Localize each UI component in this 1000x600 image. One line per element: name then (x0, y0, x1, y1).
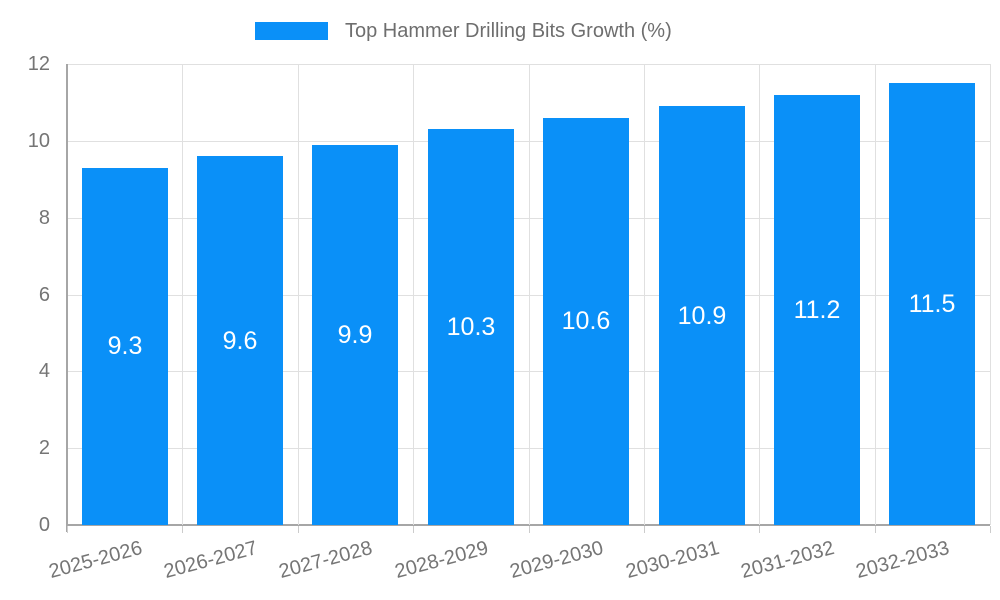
bar-value-label: 10.6 (561, 307, 611, 335)
bar-value-label: 9.3 (107, 332, 143, 360)
gridline-vertical (529, 64, 530, 525)
gridline-vertical (875, 64, 876, 525)
legend: Top Hammer Drilling Bits Growth (%) (255, 20, 672, 42)
bar (774, 95, 860, 525)
gridline-vertical (990, 64, 991, 525)
gridline-vertical (759, 64, 760, 525)
bar-value-label: 11.5 (908, 290, 956, 318)
y-tick-label: 12 (27, 53, 50, 75)
axis-tick (644, 526, 645, 533)
bar (659, 106, 745, 525)
y-tick-label: 4 (38, 360, 50, 383)
bar (543, 118, 629, 525)
x-axis-baseline (67, 524, 990, 526)
gridline-vertical (298, 64, 299, 525)
legend-swatch (255, 22, 328, 40)
axis-tick (759, 526, 760, 533)
gridline-horizontal (67, 217, 990, 219)
bar-value-label: 11.2 (793, 296, 841, 324)
gridline-vertical (413, 64, 414, 525)
plot-area: 9.3 9.6 9.9 10.3 10.6 10.9 11.2 11.5 (67, 64, 991, 526)
y-tick-label: 2 (38, 437, 50, 460)
axis-tick (990, 526, 991, 533)
legend-label: Top Hammer Drilling Bits Growth (%) (345, 19, 672, 42)
bar (82, 168, 168, 525)
gridline-horizontal (67, 294, 990, 296)
axis-tick (413, 526, 414, 533)
y-axis-line (66, 64, 68, 532)
bar (889, 83, 975, 525)
bar (312, 145, 398, 525)
gridline-vertical (644, 64, 645, 525)
bar (428, 129, 514, 525)
gridline-horizontal (67, 64, 990, 65)
axis-tick (875, 526, 876, 533)
axis-tick (298, 526, 299, 533)
y-tick-label: 6 (38, 283, 50, 306)
y-tick-label: 8 (38, 206, 50, 229)
bar-value-label: 9.6 (222, 327, 258, 355)
bar-value-label: 10.9 (677, 302, 727, 330)
bar (197, 156, 283, 525)
y-tick-label: 0 (38, 514, 50, 536)
gridline-horizontal (67, 371, 990, 373)
axis-tick (67, 526, 68, 533)
bar-value-label: 10.3 (446, 313, 496, 341)
bar-value-label: 9.9 (337, 321, 373, 349)
y-tick-label: 10 (27, 129, 50, 152)
gridline-vertical (182, 64, 183, 525)
axis-tick (529, 526, 530, 533)
gridline-horizontal (67, 448, 990, 450)
axis-tick (182, 526, 183, 533)
gridline-horizontal (67, 140, 990, 142)
